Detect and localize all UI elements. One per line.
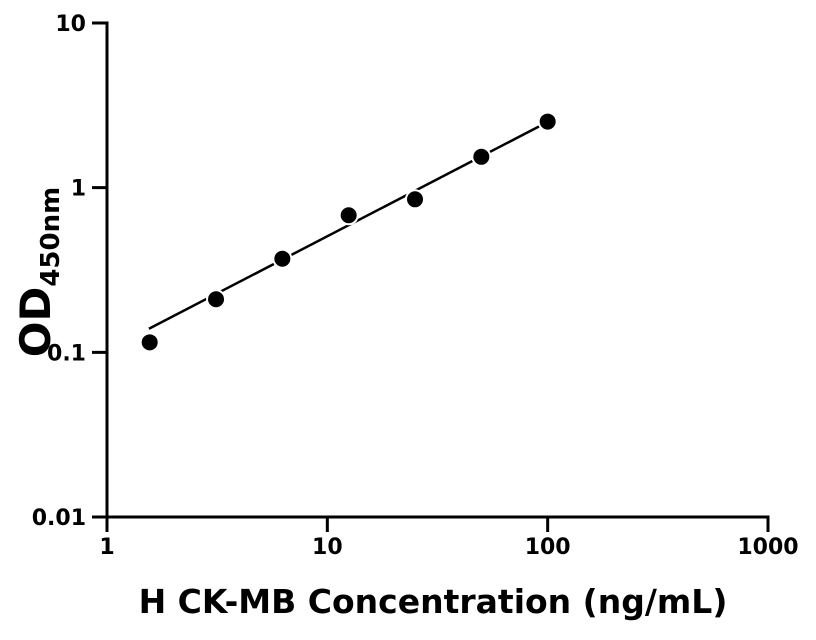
y-tick-label: 0.1 (47, 341, 86, 366)
data-point (405, 189, 426, 210)
data-point (537, 111, 558, 132)
x-tick-label: 10 (312, 535, 343, 560)
data-point (206, 289, 227, 310)
y-tick-label: 10 (55, 12, 86, 37)
data-point (471, 146, 492, 167)
data-series (139, 111, 558, 353)
x-tick-label: 100 (525, 535, 571, 560)
x-tick-label: 1 (99, 535, 114, 560)
x-axis-title: H CK-MB Concentration (ng/mL) (139, 582, 728, 621)
data-point (139, 332, 160, 353)
axes: 10 1 0.1 0.01 1 10 100 1000 (32, 12, 799, 560)
y-axis-title-subscript: 450nm (36, 187, 66, 287)
data-point (338, 205, 359, 226)
y-tick-label: 0.01 (32, 506, 86, 531)
y-axis-title: OD450nm (11, 187, 66, 357)
y-tick-label: 1 (71, 177, 86, 202)
y-axis-title-main: OD (11, 287, 60, 358)
x-tick-label: 1000 (737, 535, 798, 560)
data-point (272, 248, 293, 269)
